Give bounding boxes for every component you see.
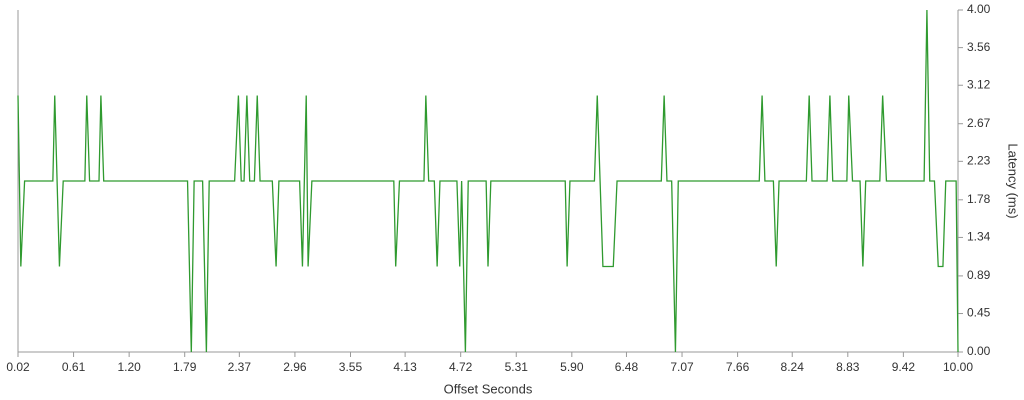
y-tick-label: 1.34 xyxy=(967,230,991,244)
x-tick-label: 9.42 xyxy=(892,360,916,374)
x-tick-label: 7.07 xyxy=(670,360,694,374)
y-tick-label: 0.45 xyxy=(967,306,991,320)
x-tick-label: 2.96 xyxy=(283,360,307,374)
x-tick-label: 8.83 xyxy=(836,360,860,374)
x-tick-label: 3.55 xyxy=(339,360,363,374)
y-tick-label: 0.89 xyxy=(967,268,991,282)
y-tick-label: 2.23 xyxy=(967,154,991,168)
latency-line xyxy=(17,9,959,353)
x-tick-label: 5.90 xyxy=(560,360,584,374)
x-tick-label: 10.00 xyxy=(943,360,973,374)
y-tick-label: 0.00 xyxy=(967,344,991,358)
x-tick-label: 0.61 xyxy=(62,360,86,374)
x-tick-label: 0.02 xyxy=(6,360,30,374)
x-tick-label: 7.66 xyxy=(726,360,750,374)
x-tick-label: 4.13 xyxy=(393,360,417,374)
x-tick-label: 8.24 xyxy=(781,360,805,374)
y-axis-title: Latency (ms) xyxy=(1006,143,1021,218)
x-tick-label: 1.20 xyxy=(117,360,141,374)
x-tick-label: 1.79 xyxy=(173,360,197,374)
y-tick-label: 1.78 xyxy=(967,192,991,206)
x-tick-label: 4.72 xyxy=(449,360,473,374)
y-tick-label: 4.00 xyxy=(967,2,991,16)
x-axis-title: Offset Seconds xyxy=(444,381,533,396)
y-tick-label: 3.56 xyxy=(967,40,991,54)
x-tick-label: 6.48 xyxy=(615,360,639,374)
x-tick-label: 2.37 xyxy=(228,360,252,374)
y-tick-label: 2.67 xyxy=(967,116,991,130)
x-tick-label: 5.31 xyxy=(505,360,529,374)
y-tick-label: 3.12 xyxy=(967,77,991,91)
